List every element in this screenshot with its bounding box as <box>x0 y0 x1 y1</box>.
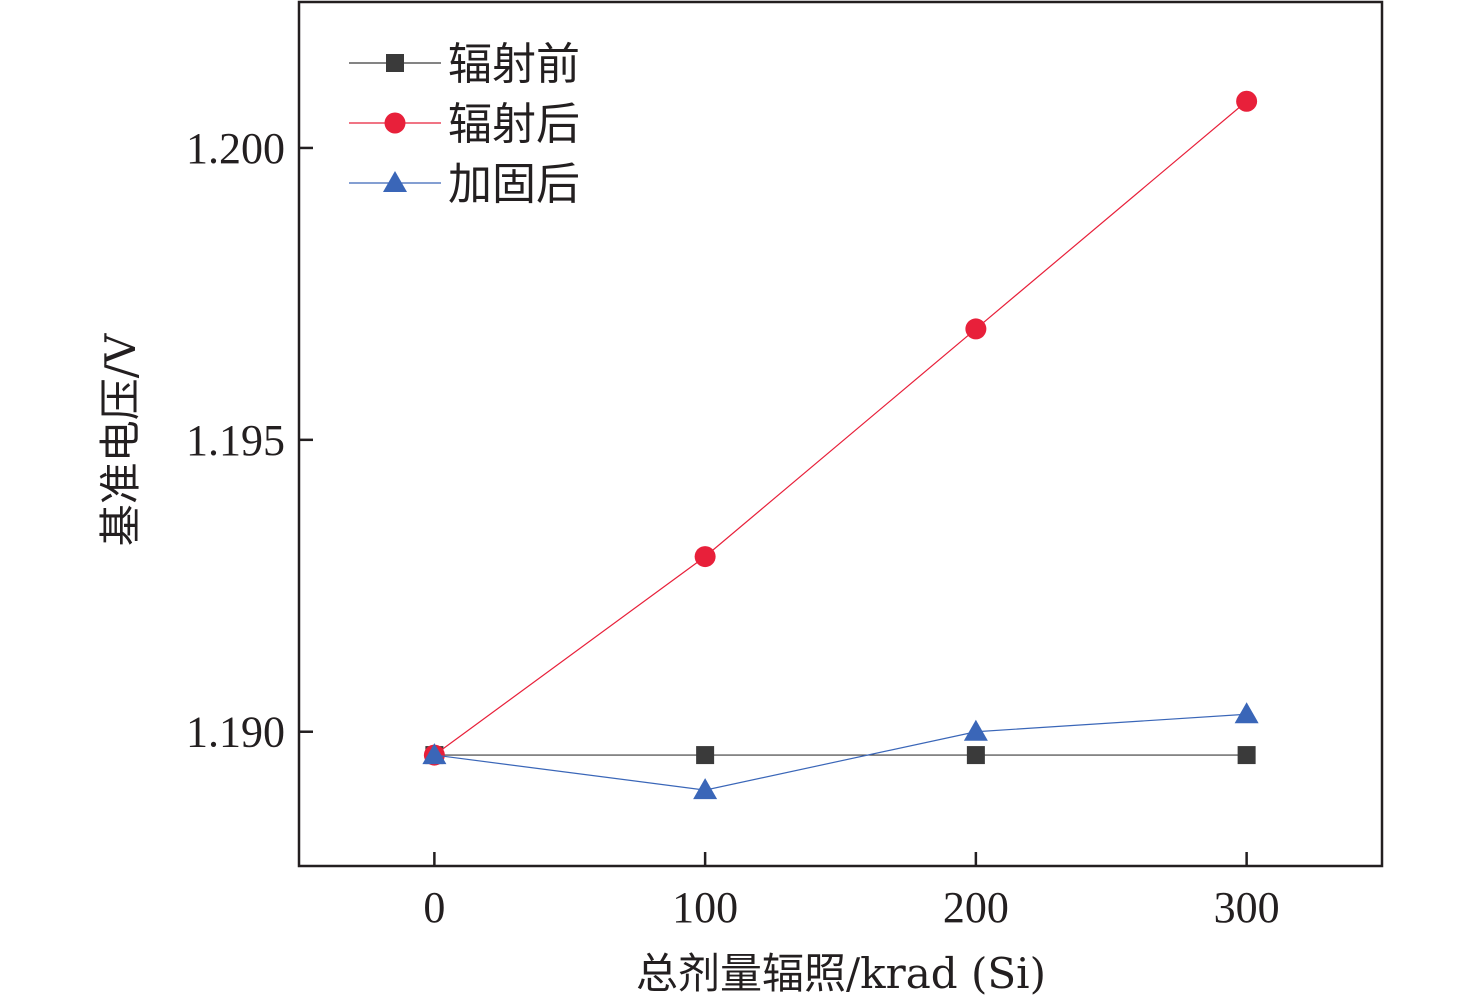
data-point-square <box>1237 746 1256 765</box>
legend-label: 辐射前 <box>448 39 580 90</box>
data-point-square <box>966 746 985 765</box>
data-point-circle <box>1236 90 1258 112</box>
series-line <box>434 713 1247 791</box>
data-point-triangle <box>693 778 718 800</box>
y-tick-label: 1.190 <box>186 708 285 757</box>
x-tick-label: 100 <box>672 883 738 932</box>
legend-label: 辐射后 <box>448 99 580 150</box>
legend-marker-circle <box>384 112 406 134</box>
plot-frame <box>297 0 1384 868</box>
series-line <box>434 100 1248 756</box>
x-tick-label: 200 <box>943 883 1009 932</box>
legend-item: 加固后 <box>349 159 580 210</box>
legend-marker-square <box>386 54 404 72</box>
data-point-square <box>696 746 715 765</box>
y-axis-ticks: 1.190 1.195 1.200 <box>186 124 313 757</box>
y-axis-label: 基准电压/V <box>96 333 145 546</box>
data-point-circle <box>694 546 716 568</box>
data-point-triangle <box>422 743 447 765</box>
data-point-triangle <box>963 719 988 741</box>
legend-item: 辐射前 <box>349 39 580 90</box>
data-point-triangle <box>1234 702 1259 724</box>
y-tick-label: 1.195 <box>186 416 285 465</box>
legend-marker-triangle <box>383 171 407 192</box>
legend-label: 加固后 <box>448 159 580 210</box>
series-triangle <box>422 702 1259 800</box>
x-axis-ticks: 0 100 200 300 <box>423 852 1280 932</box>
x-tick-label: 0 <box>423 883 445 932</box>
x-tick-label: 300 <box>1214 883 1280 932</box>
x-axis-label: 总剂量辐照/krad (Si) <box>636 949 1046 998</box>
y-tick-label: 1.200 <box>186 124 285 173</box>
legend-item: 辐射后 <box>349 99 580 150</box>
series-layer <box>422 90 1259 800</box>
data-point-circle <box>965 318 987 340</box>
